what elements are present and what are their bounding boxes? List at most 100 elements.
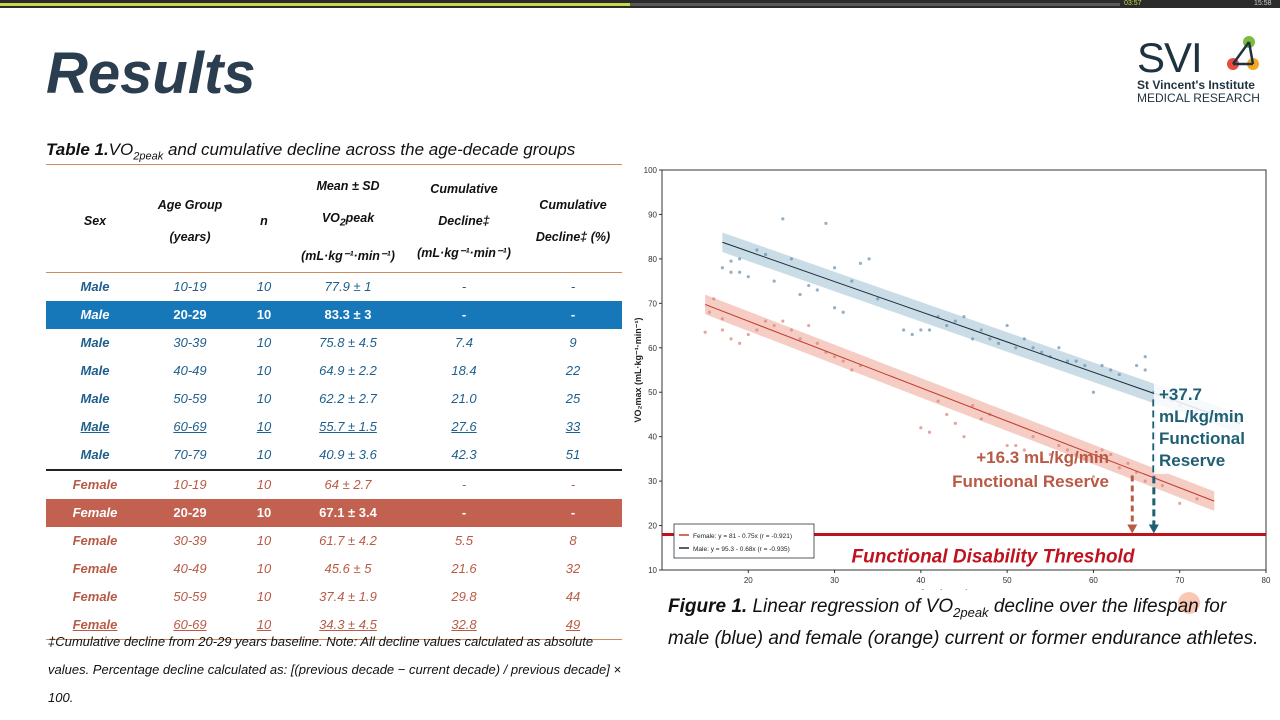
data-point — [953, 319, 957, 323]
table-footnote: ‡Cumulative decline from 20-29 years bas… — [48, 634, 622, 705]
data-point — [832, 266, 837, 270]
cell-cum: 42.3 — [404, 440, 524, 471]
data-point — [781, 217, 785, 221]
data-point — [746, 275, 750, 279]
data-point — [720, 317, 724, 321]
cell-n: 10 — [236, 300, 292, 329]
data-point — [815, 341, 819, 345]
data-point — [1065, 448, 1070, 452]
data-point — [781, 319, 785, 323]
table-header-row: Sex Age Group (years) n Mean ± SD VO2peak (… — [46, 170, 622, 273]
cell-age: 10-19 — [173, 477, 207, 492]
cell-mean: 64.9 ± 2.2 — [319, 363, 377, 378]
cell-cum: - — [404, 300, 524, 329]
data-point — [1083, 363, 1087, 368]
cell-mean: 40.9 ± 3.6 — [292, 440, 404, 471]
x-tick-label: 20 — [744, 576, 753, 585]
header-cum-unit: (mL·kg⁻¹·min⁻¹) — [417, 245, 511, 260]
data-point — [707, 310, 712, 314]
cell-pct: - — [570, 477, 576, 492]
data-point — [815, 288, 819, 292]
figure-caption-label: Figure 1. — [668, 596, 748, 617]
header-pct: Cumulative Decline‡ (%) — [524, 170, 622, 273]
data-point — [832, 306, 837, 310]
cell-mean: 45.6 ± 5 — [324, 561, 372, 576]
data-point — [927, 328, 932, 332]
data-point — [763, 319, 768, 323]
data-point — [841, 310, 845, 314]
table-row: Male 30-39 10 75.8 ± 4.5 7.4 9 — [46, 329, 622, 357]
header-n: n — [236, 170, 292, 273]
data-point — [867, 257, 871, 261]
cell-cum: 29.8 — [451, 589, 477, 604]
legend-box — [673, 523, 815, 559]
y-tick-label: 20 — [648, 522, 657, 531]
x-tick-label: 50 — [1003, 576, 1012, 585]
data-point — [1005, 323, 1009, 328]
data-point — [902, 328, 906, 332]
y-tick-label: 80 — [648, 255, 657, 264]
cell-cum: 21.0 — [451, 391, 477, 406]
legend-entry: Male: y = 95.3 - 0.68x (r = -0.935) — [693, 546, 790, 553]
x-axis-label: Age (years) — [919, 588, 968, 590]
data-point — [936, 399, 940, 403]
male-reserve-label: Functional — [1159, 429, 1245, 448]
data-point — [1109, 368, 1113, 372]
data-point — [824, 221, 828, 225]
plot-frame — [661, 169, 1267, 571]
header-age-line1: Age Group — [157, 197, 223, 212]
data-point — [1143, 355, 1147, 359]
data-point — [919, 328, 923, 332]
data-point — [712, 297, 716, 301]
header-age: Age Group (years) — [144, 170, 236, 273]
cell-sex: Female — [72, 561, 118, 576]
data-point — [1160, 483, 1165, 488]
x-tick-label: 60 — [1089, 576, 1098, 585]
data-point — [850, 368, 854, 372]
logo-subtitle: MEDICAL RESEARCH — [1137, 91, 1260, 105]
regression-line — [722, 241, 1241, 425]
header-pct-line2: Decline‡ (%) — [535, 229, 611, 244]
data-point — [953, 421, 957, 425]
data-point — [720, 328, 724, 332]
cell-age: 40-49 — [173, 363, 207, 378]
data-point — [729, 270, 733, 274]
male-arrow-head — [1148, 524, 1159, 534]
logo-icon — [1227, 36, 1259, 70]
data-point — [1022, 337, 1026, 341]
data-point — [1031, 346, 1035, 350]
cell-pct: 51 — [524, 440, 622, 471]
cell-pct: 44 — [565, 589, 581, 604]
cell-n: 10 — [256, 419, 272, 434]
cell-mean: 77.9 ± 1 — [324, 279, 372, 294]
data-point — [763, 252, 768, 257]
data-point — [755, 328, 759, 332]
data-point — [1100, 448, 1104, 452]
data-point — [1022, 448, 1026, 452]
male-reserve-label: mL/kg/min — [1159, 407, 1244, 426]
cell-pct: 22 — [565, 363, 581, 378]
slide-title: Results — [46, 41, 256, 106]
data-point — [927, 430, 932, 434]
cell-cum: - — [461, 477, 467, 492]
data-point — [971, 403, 975, 408]
data-point — [979, 417, 983, 421]
data-point — [1091, 475, 1096, 479]
video-progress-fill — [0, 3, 630, 6]
regression-chart-svg: 20 30 40 50 60 70 80 10 20 30 40 50 60 70 80 90 100 Age (… — [633, 166, 1271, 598]
table-row: Male 70-79 10 40.9 ± 3.6 42.3 51 — [46, 440, 622, 471]
data-point — [755, 248, 759, 252]
y-tick-label: 100 — [644, 166, 658, 175]
header-cum-line2: Decline‡ — [438, 213, 490, 228]
data-point — [772, 323, 776, 328]
data-point — [789, 257, 794, 261]
data-point — [1117, 466, 1121, 470]
cell-sex: Female — [72, 533, 118, 548]
header-cumulative: Cumulative Decline‡ (mL·kg⁻¹·min⁻¹) — [404, 170, 524, 273]
data-point — [1005, 443, 1009, 448]
male-reserve-label: Reserve — [1159, 451, 1225, 470]
cell-age: 30-39 — [173, 533, 207, 548]
cell-mean: 61.7 ± 4.2 — [319, 533, 377, 548]
data-point — [1057, 443, 1061, 448]
data-point — [962, 315, 966, 319]
